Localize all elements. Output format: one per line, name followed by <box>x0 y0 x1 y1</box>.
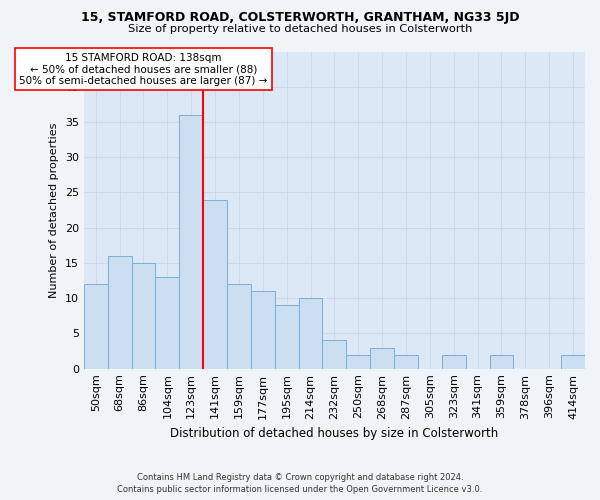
Bar <box>346 354 370 368</box>
Bar <box>370 348 394 368</box>
Bar <box>275 305 299 368</box>
Bar <box>84 284 107 368</box>
Bar <box>107 256 131 368</box>
Bar <box>203 200 227 368</box>
Bar <box>251 291 275 368</box>
Bar <box>442 354 466 368</box>
Bar <box>490 354 514 368</box>
Text: 15, STAMFORD ROAD, COLSTERWORTH, GRANTHAM, NG33 5JD: 15, STAMFORD ROAD, COLSTERWORTH, GRANTHA… <box>81 11 519 24</box>
Bar <box>299 298 322 368</box>
Bar <box>322 340 346 368</box>
Bar <box>179 115 203 368</box>
Bar <box>131 263 155 368</box>
Bar <box>561 354 585 368</box>
Bar <box>155 277 179 368</box>
Bar <box>227 284 251 368</box>
Y-axis label: Number of detached properties: Number of detached properties <box>49 122 59 298</box>
Bar <box>394 354 418 368</box>
Text: 15 STAMFORD ROAD: 138sqm
← 50% of detached houses are smaller (88)
50% of semi-d: 15 STAMFORD ROAD: 138sqm ← 50% of detach… <box>19 52 268 86</box>
X-axis label: Distribution of detached houses by size in Colsterworth: Distribution of detached houses by size … <box>170 427 499 440</box>
Text: Size of property relative to detached houses in Colsterworth: Size of property relative to detached ho… <box>128 24 472 34</box>
Text: Contains HM Land Registry data © Crown copyright and database right 2024.
Contai: Contains HM Land Registry data © Crown c… <box>118 472 482 494</box>
